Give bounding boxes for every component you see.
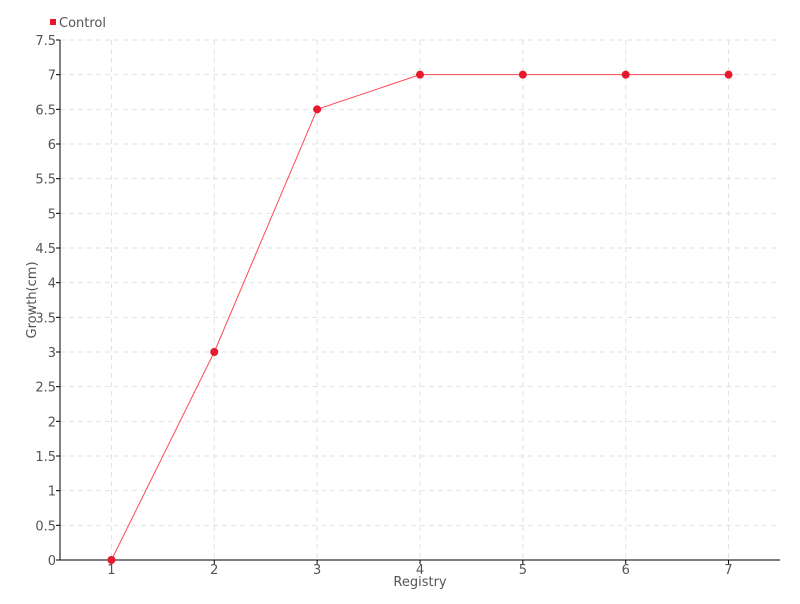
y-tick-label: 4 <box>48 277 56 292</box>
x-tick-label: 4 <box>416 563 424 578</box>
y-tick-label: 5 <box>48 207 56 222</box>
y-tick-label: 3.5 <box>35 311 56 326</box>
x-tick-label: 5 <box>519 563 527 578</box>
y-tick-label: 1 <box>48 485 56 500</box>
legend-label-control: Control <box>59 16 106 31</box>
x-tick-label: 7 <box>724 563 732 578</box>
y-tick-label: 1.5 <box>35 450 56 465</box>
legend-swatch-control <box>50 19 56 25</box>
data-point <box>416 70 424 79</box>
data-point <box>313 105 322 114</box>
series-group <box>107 70 733 564</box>
data-point <box>107 556 116 564</box>
grid <box>60 39 780 560</box>
y-tick-label: 0.5 <box>35 519 56 534</box>
x-tick-label: 2 <box>210 563 218 578</box>
data-point <box>518 70 527 79</box>
legend: Control <box>50 16 106 31</box>
y-tick-label: 2.5 <box>35 381 56 396</box>
x-tick-label: 1 <box>107 563 115 578</box>
data-point <box>621 70 630 79</box>
y-tick-label: 0 <box>48 554 56 569</box>
x-tick-label: 3 <box>313 563 321 578</box>
data-point <box>210 348 219 356</box>
y-tick-label: 4.5 <box>35 242 56 257</box>
y-tick-label: 7.5 <box>35 34 56 49</box>
data-point <box>724 70 733 79</box>
y-tick-label: 2 <box>48 415 56 430</box>
y-tick-label: 6.5 <box>35 103 56 118</box>
y-tick-label: 7 <box>48 69 56 84</box>
y-tick-label: 6 <box>48 138 56 153</box>
x-axis-label: Registry <box>393 575 447 590</box>
y-ticks: 0 0.5 1 1.5 2 2.5 3 3.5 4 4.5 5 5.5 6 6.5 7 7.5 <box>35 34 60 569</box>
x-tick-label: 6 <box>622 563 630 578</box>
y-axis-label: Growth(cm) <box>25 261 40 338</box>
y-tick-label: 3 <box>48 346 56 361</box>
y-tick-label: 5.5 <box>35 173 56 188</box>
